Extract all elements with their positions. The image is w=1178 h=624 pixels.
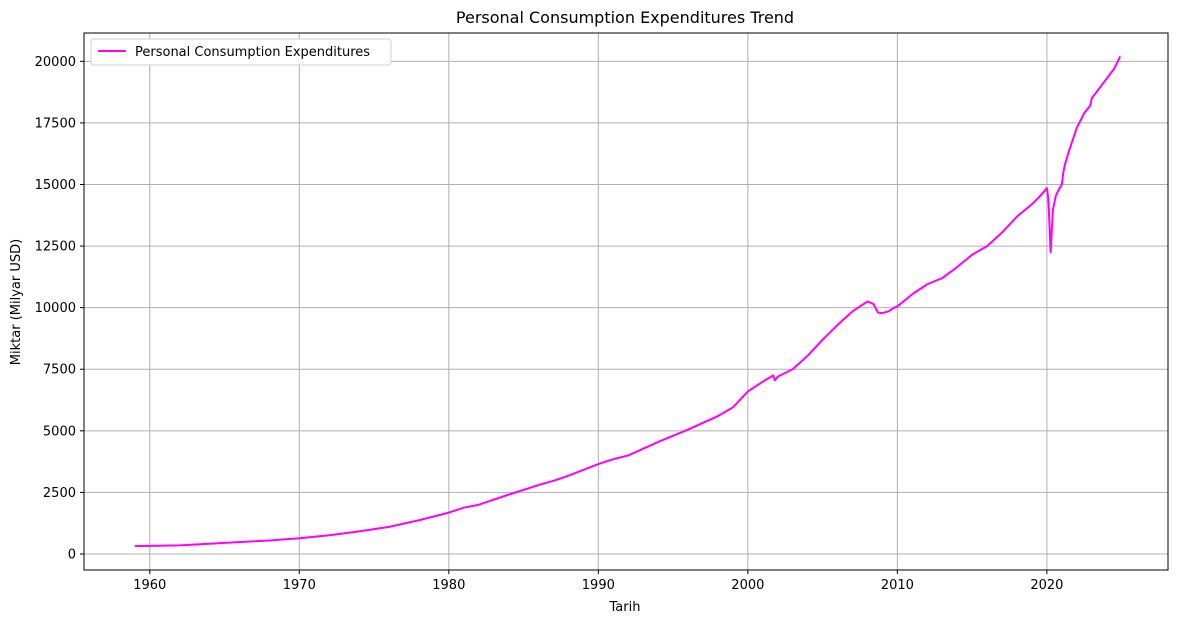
x-tick-label: 2020 (1030, 578, 1063, 593)
x-tick-label: 2000 (731, 578, 764, 593)
x-tick-label: 1970 (283, 578, 316, 593)
y-tick-label: 15000 (35, 178, 76, 193)
y-axis-title: Miktar (Milyar USD) (9, 239, 24, 365)
y-tick-label: 20000 (35, 55, 76, 70)
x-tick-label: 1990 (582, 578, 615, 593)
series-layer (134, 55, 1122, 548)
y-tick-label: 7500 (43, 363, 76, 378)
legend-entry-label: Personal Consumption Expenditures (135, 45, 370, 60)
plot-frame (83, 32, 1169, 571)
y-tick-label: 10000 (35, 301, 76, 316)
x-tick-label: 2010 (881, 578, 914, 593)
legend: Personal Consumption Expenditures (90, 38, 392, 66)
y-tick-label: 5000 (43, 424, 76, 439)
y-tick-label: 17500 (35, 116, 76, 131)
y-tick-label: 0 (68, 547, 76, 562)
x-axis-title: Tarih (609, 600, 641, 615)
x-tick-label: 1960 (133, 578, 166, 593)
x-tick-label: 1980 (432, 578, 465, 593)
legend-box (90, 38, 392, 66)
series-line (134, 55, 1122, 548)
tick-layer: 1960 1970 1980 1990 2000 2010 2020 0 2500 5000 750… (35, 55, 1064, 593)
y-tick-label: 12500 (35, 240, 76, 255)
chart-title: Personal Consumption Expenditures Trend (456, 8, 794, 27)
y-tick-label: 2500 (43, 486, 76, 501)
